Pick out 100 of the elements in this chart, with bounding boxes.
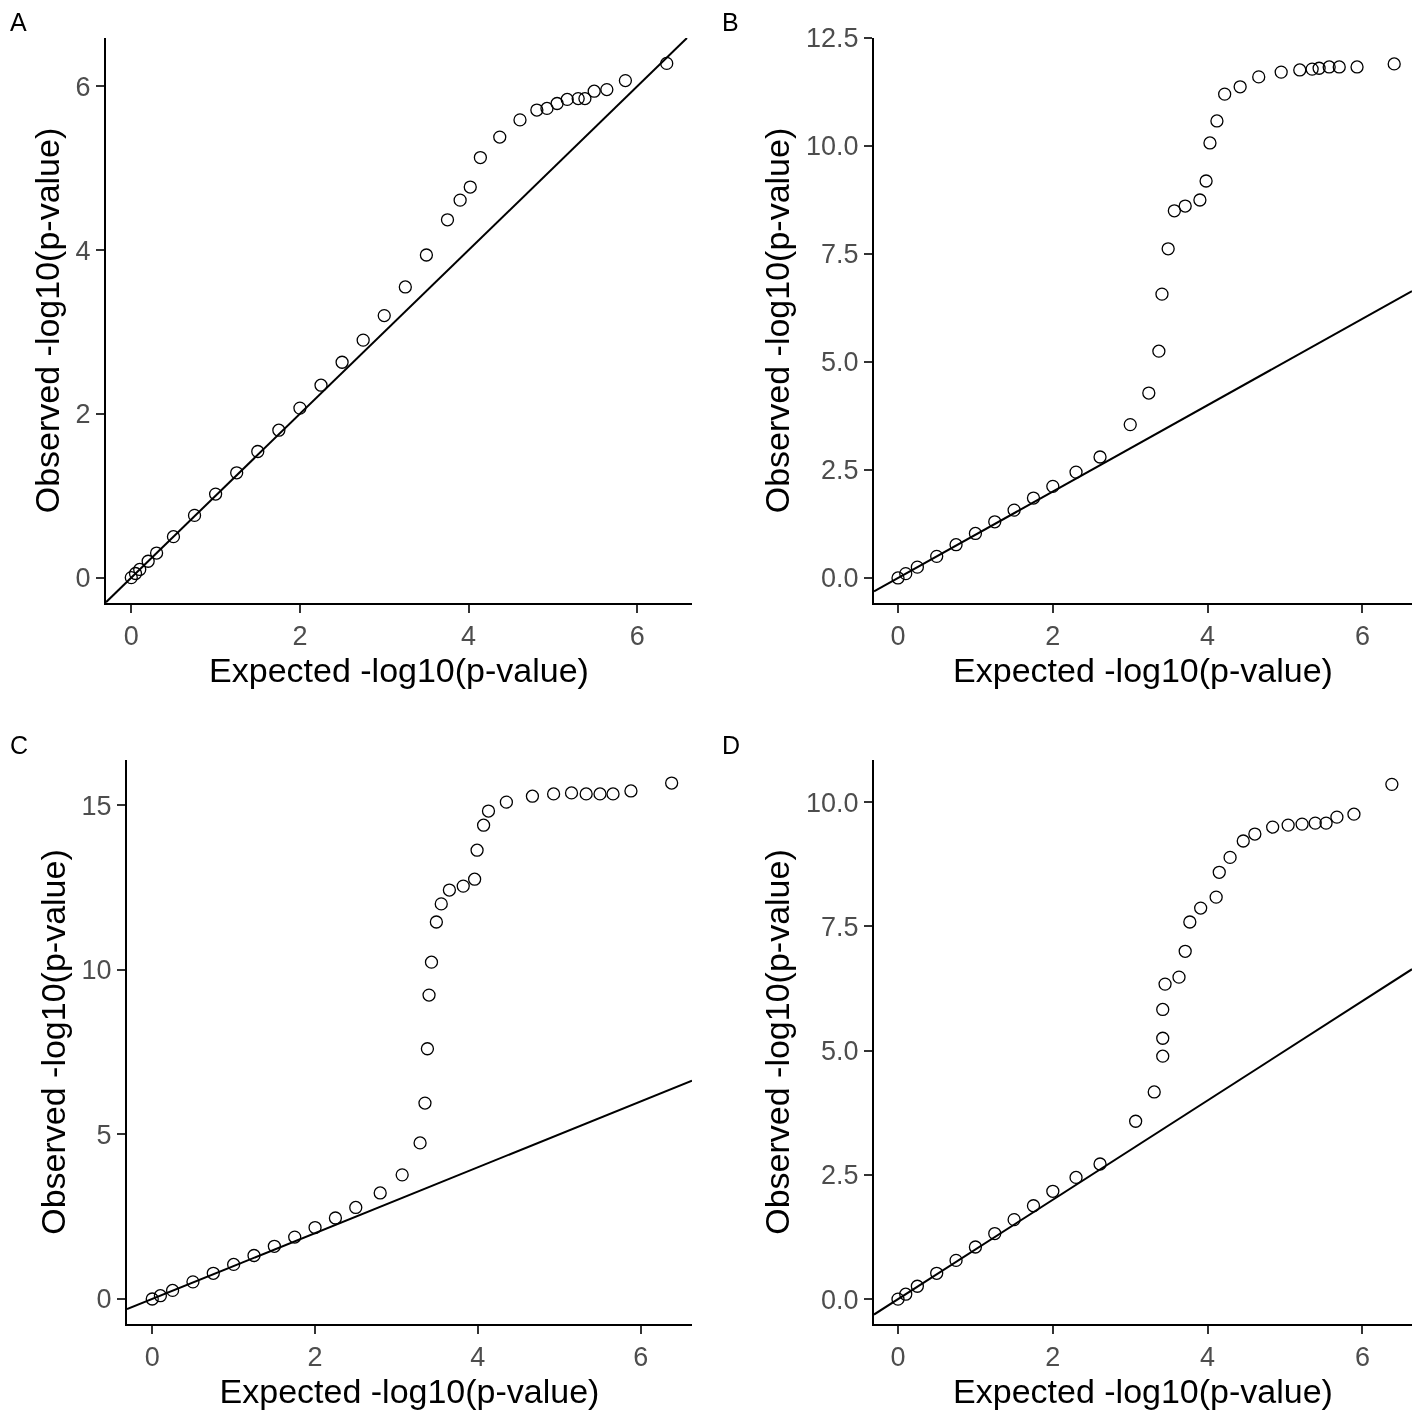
point xyxy=(429,915,444,929)
point xyxy=(206,1266,220,1280)
x-tick-label: 4 xyxy=(461,621,477,652)
point xyxy=(891,1292,905,1306)
point xyxy=(453,193,467,207)
y-tick-label: 0 xyxy=(75,563,91,594)
point xyxy=(247,1248,261,1263)
point xyxy=(418,1096,432,1110)
point xyxy=(128,566,143,581)
y-tick-label: 4 xyxy=(75,235,91,266)
point xyxy=(618,73,633,88)
point xyxy=(540,101,554,116)
point xyxy=(1007,503,1021,517)
point xyxy=(1046,479,1060,494)
x-tick-label: 4 xyxy=(1200,621,1216,652)
point xyxy=(949,1253,963,1268)
x-tick-label: 0 xyxy=(123,621,139,652)
point xyxy=(1178,944,1192,958)
y-tick-label: 2 xyxy=(75,399,91,430)
point xyxy=(1385,777,1399,791)
x-tick-label: 6 xyxy=(1354,621,1370,652)
point xyxy=(463,180,477,194)
point xyxy=(1007,1213,1021,1227)
point xyxy=(1319,816,1333,830)
point xyxy=(373,1186,387,1200)
point xyxy=(1046,1184,1060,1198)
point xyxy=(1069,1170,1083,1185)
point xyxy=(470,843,484,857)
point xyxy=(314,378,328,392)
point xyxy=(1129,1114,1143,1128)
point xyxy=(578,91,592,106)
point xyxy=(1203,136,1217,150)
x-tick-label: 4 xyxy=(1200,1342,1216,1373)
point xyxy=(1158,977,1172,991)
point xyxy=(1183,915,1197,929)
x-axis-title: Expected -log10(p-value) xyxy=(953,651,1333,690)
point xyxy=(930,549,944,563)
point xyxy=(1330,810,1344,824)
point xyxy=(227,1257,241,1272)
point xyxy=(467,872,482,886)
point xyxy=(481,804,496,818)
point xyxy=(1167,204,1181,218)
point xyxy=(293,401,307,415)
y-tick-label: 10.0 xyxy=(806,787,859,818)
point xyxy=(141,554,155,568)
point xyxy=(660,56,674,71)
point xyxy=(440,213,455,227)
point xyxy=(1233,80,1247,94)
y-axis-title: Observed -log10(p-value) xyxy=(33,849,72,1235)
point xyxy=(413,1136,427,1150)
y-tick-label: 7.5 xyxy=(821,911,859,942)
y-axis-title: Observed -log10(p-value) xyxy=(27,127,66,514)
y-tick-label: 5.0 xyxy=(821,347,859,378)
point xyxy=(267,1239,282,1253)
point xyxy=(564,786,579,800)
x-tick-label: 4 xyxy=(470,1342,486,1373)
point xyxy=(968,1240,983,1254)
point xyxy=(1156,1049,1170,1063)
x-tick-label: 6 xyxy=(1354,1342,1370,1373)
point xyxy=(1305,62,1319,76)
point xyxy=(665,776,679,790)
y-tick-label: 0 xyxy=(96,1284,112,1315)
y-tick-label: 6 xyxy=(75,71,91,102)
point xyxy=(1308,816,1322,830)
point xyxy=(434,897,448,911)
point xyxy=(272,423,286,437)
point xyxy=(335,355,349,369)
point xyxy=(1387,57,1401,71)
point xyxy=(288,1230,302,1244)
point xyxy=(145,1292,159,1306)
x-tick-label: 0 xyxy=(144,1342,160,1373)
point xyxy=(930,1266,944,1280)
point xyxy=(1236,834,1250,848)
point xyxy=(1274,65,1288,79)
x-tick-label: 2 xyxy=(1045,1342,1061,1373)
point xyxy=(988,515,1002,529)
point xyxy=(1194,901,1208,915)
point xyxy=(525,789,540,803)
point xyxy=(606,787,620,801)
point xyxy=(1155,287,1169,301)
point xyxy=(968,526,983,541)
x-axis-title: Expected -log10(p-value) xyxy=(209,651,589,690)
point xyxy=(1252,70,1266,84)
point xyxy=(1210,114,1224,128)
point xyxy=(899,566,913,581)
point xyxy=(493,130,507,144)
point xyxy=(1295,817,1309,831)
y-axis-title: Observed -log10(p-value) xyxy=(758,849,797,1235)
x-axis-title: Expected -log10(p-value) xyxy=(953,1372,1333,1411)
point xyxy=(308,1220,322,1235)
point xyxy=(377,308,391,323)
chart-title: C xyxy=(10,730,29,759)
point xyxy=(476,818,491,832)
point xyxy=(1293,63,1307,77)
point xyxy=(419,248,434,262)
y-tick-label: 10 xyxy=(81,955,112,986)
chart-title: D xyxy=(722,730,741,759)
point xyxy=(1193,193,1207,207)
point xyxy=(1218,87,1232,101)
y-tick-label: 7.5 xyxy=(821,239,859,270)
